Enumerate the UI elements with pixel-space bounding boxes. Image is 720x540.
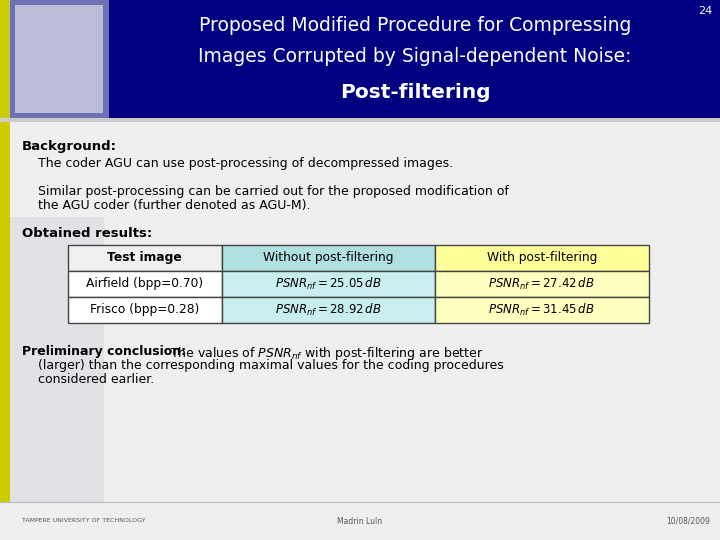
Text: Preliminary conclusion:: Preliminary conclusion: [22,345,186,358]
Bar [435,271,649,297]
Text: $PSNR_{nf}=28.92\,dB$: $PSNR_{nf}=28.92\,dB$ [275,302,382,318]
Text: considered earlier.: considered earlier. [38,373,154,386]
Bar [68,271,222,297]
Text: Frisco (bpp=0.28): Frisco (bpp=0.28) [90,303,199,316]
Text: Airfield (bpp=0.70): Airfield (bpp=0.70) [86,278,204,291]
Text: (larger) than the corresponding maximal values for the coding procedures: (larger) than the corresponding maximal … [38,359,504,372]
Text: Images Corrupted by Signal-dependent Noise:: Images Corrupted by Signal-dependent Noi… [198,47,631,66]
Text: $PSNR_{nf}=31.45\,dB$: $PSNR_{nf}=31.45\,dB$ [488,302,595,318]
Bar [0,122,10,502]
Text: Madrin Luln: Madrin Luln [338,516,382,525]
FancyBboxPatch shape [15,5,103,113]
Text: With post-filtering: With post-filtering [487,252,597,265]
Text: Proposed Modified Procedure for Compressing: Proposed Modified Procedure for Compress… [199,16,631,36]
Bar [0,0,720,118]
Text: Without post-filtering: Without post-filtering [264,252,394,265]
Bar [435,245,649,271]
Bar [68,297,222,323]
Bar [435,297,649,323]
FancyBboxPatch shape [9,0,109,118]
Text: TAMPERE UNIVERSITY OF TECHNOLOGY: TAMPERE UNIVERSITY OF TECHNOLOGY [22,518,145,523]
Bar [222,297,435,323]
Text: $PSNR_{nf}=27.42\,dB$: $PSNR_{nf}=27.42\,dB$ [488,276,595,292]
Text: Background:: Background: [22,140,117,153]
Bar [68,245,222,271]
Text: Post-filtering: Post-filtering [340,83,490,102]
Text: the AGU coder (further denoted as AGU-M).: the AGU coder (further denoted as AGU-M)… [38,199,310,212]
FancyBboxPatch shape [9,217,104,502]
Bar [0,118,720,122]
Text: 10/08/2009: 10/08/2009 [666,516,710,525]
Text: Test image: Test image [107,252,182,265]
Bar [0,0,10,118]
Text: Similar post-processing can be carried out for the proposed modification of: Similar post-processing can be carried o… [38,185,509,198]
Text: $PSNR_{nf}=25.05\,dB$: $PSNR_{nf}=25.05\,dB$ [275,276,382,292]
Text: 24: 24 [698,6,712,16]
Text: Obtained results:: Obtained results: [22,227,152,240]
Bar [222,271,435,297]
Text: The values of $PSNR_{nf}$ with post-filtering are better: The values of $PSNR_{nf}$ with post-filt… [170,345,483,362]
Bar [222,245,435,271]
Text: The coder AGU can use post-processing of decompressed images.: The coder AGU can use post-processing of… [38,157,453,170]
